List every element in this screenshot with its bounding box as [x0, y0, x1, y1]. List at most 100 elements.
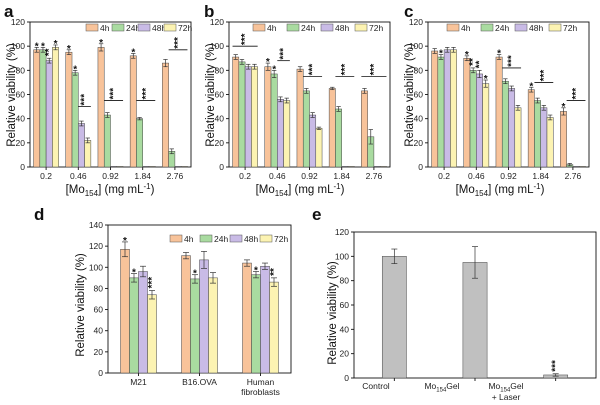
bar-d-24h-1	[190, 278, 200, 374]
y-tick-label: 80	[215, 65, 225, 75]
legend-label-24h: 24h	[495, 23, 509, 33]
x-tick-label: 0.46	[468, 171, 485, 181]
bar-a-72h-0	[52, 47, 59, 168]
significance-stars: *	[562, 102, 566, 113]
bar-c-4h-0	[431, 50, 439, 168]
y-tick-label: 100	[11, 41, 25, 51]
legend-label-48h: 48h	[335, 23, 349, 33]
y-tick-label: 120	[11, 17, 25, 27]
x-tick-label: 2.76	[167, 171, 184, 181]
bar-d-72h-0	[147, 294, 157, 374]
xlabel-part: )	[341, 184, 345, 196]
panel-a-letter: a	[4, 2, 14, 21]
panel-e-xtick-laser-line2: + Laser	[492, 392, 521, 402]
y-tick-label: 60	[215, 90, 225, 100]
xtick-sub: 154	[436, 388, 447, 394]
significance-stars: *	[99, 38, 103, 49]
xlabel-part: [Mo	[256, 184, 275, 196]
significance-stars: **	[44, 48, 55, 56]
legend-label-24h: 24h	[301, 23, 315, 33]
legend-label-24h: 24h	[126, 23, 140, 33]
bar-b-72h-2	[315, 128, 323, 168]
panel-d-chart: d Relative viability (%) 0 20 40 60 80 100 120…	[34, 205, 292, 397]
bar-a-24h-0	[39, 49, 47, 168]
panel-d-ylabel: Relative viability (%)	[75, 253, 87, 357]
significance-stars: *	[73, 64, 77, 75]
bracket-stars: ***	[369, 64, 380, 76]
bar-b-4h-0	[232, 56, 240, 168]
legend-label-4h: 4h	[461, 23, 471, 33]
y-tick-label: 20	[215, 138, 225, 148]
y-tick-label: 120	[409, 17, 423, 27]
legend-swatch-48h	[229, 234, 243, 243]
significance-stars: **	[269, 268, 280, 276]
xlabel-sup: -1	[333, 182, 341, 191]
panel-c-ylabel: Relative viability (%)	[404, 43, 416, 147]
bracket-stars: ***	[539, 70, 550, 82]
bracket-stars: ***	[507, 55, 518, 67]
panel-c-letter: c	[404, 2, 413, 21]
y-tick-label: 0	[344, 373, 349, 383]
bar-b-48h-2	[309, 114, 317, 168]
panel-e-xtick-gel: Mo154Gel	[424, 381, 459, 394]
x-tick-label: 0.46	[70, 171, 87, 181]
panel-b-xlabel: [Mo154] (mg mL-1)	[256, 182, 345, 198]
bracket-stars: ***	[80, 94, 91, 106]
xlabel-part: ] (mg mL	[288, 184, 334, 196]
panel-d-letter: d	[34, 205, 44, 224]
xlabel-sub: 154	[85, 189, 99, 198]
bar-c-48h-3	[540, 107, 548, 168]
legend-label-48h: 48h	[152, 23, 166, 33]
bar-a-72h-1	[84, 140, 92, 168]
x-tick-label: 0.2	[438, 171, 450, 181]
y-tick-label: 20	[340, 349, 350, 359]
x-tick-label: 1.84	[134, 171, 151, 181]
panel-e-ylabel: Relative viability (%)	[327, 261, 339, 365]
significance-stars: *	[529, 81, 533, 92]
legend-label-4h: 4h	[267, 23, 277, 33]
x-tick-label: 0.2	[239, 171, 251, 181]
y-tick-label: 60	[16, 90, 26, 100]
panel-b-chart: b Relative viability (%) [Mo154] (mg mL-…	[204, 2, 391, 198]
xtick-sub: 154	[500, 388, 511, 394]
y-tick-label: 0	[20, 162, 25, 172]
bar-b-24h-1	[270, 73, 278, 168]
bar-b-72h-0	[251, 66, 258, 168]
bracket-stars: ***	[141, 88, 152, 100]
bar-b-48h-1	[277, 99, 284, 168]
y-tick-label: 20	[16, 138, 26, 148]
significance-stars: *	[497, 49, 501, 60]
bar-c-72h-4	[578, 166, 586, 168]
xlabel-part: ] (mg mL	[488, 184, 534, 196]
legend-swatch-4h	[169, 234, 183, 243]
legend-swatch-48h	[514, 23, 528, 32]
panel-e-letter: e	[312, 205, 321, 224]
bar-d-48h-2	[260, 265, 270, 374]
x-tick-label: 0.2	[40, 171, 52, 181]
xtick-part: Mo	[424, 381, 436, 391]
bar-c-48h-4	[572, 166, 580, 168]
bar-e-viability-0	[381, 256, 407, 379]
significance-stars: **	[468, 58, 479, 66]
panel-b-letter: b	[204, 2, 214, 21]
bar-b-4h-4	[361, 90, 368, 168]
bar-b-48h-3	[341, 166, 349, 168]
x-tick-label: 1.84	[532, 171, 549, 181]
panel-c-chart: c Relative viability (%) [Mo154] (mg mL-…	[404, 2, 590, 198]
y-tick-label: 0	[98, 368, 103, 378]
x-tick-label: B16.OVA	[182, 377, 217, 387]
y-tick-label: 80	[414, 65, 424, 75]
bar-b-48h-0	[244, 66, 252, 168]
significance-stars: *	[193, 269, 197, 280]
legend-swatch-72h	[354, 23, 368, 32]
bracket-stars: ***	[340, 64, 351, 76]
legend-label-4h: 4h	[184, 234, 194, 244]
bar-c-24h-0	[437, 56, 445, 168]
xlabel-sup: -1	[143, 182, 151, 191]
x-tick-label: M21	[130, 377, 147, 387]
legend-label-48h: 48h	[244, 234, 258, 244]
y-tick-label: 120	[210, 17, 224, 27]
legend-label-4h: 4h	[100, 23, 110, 33]
bracket-stars: ***	[109, 88, 120, 100]
